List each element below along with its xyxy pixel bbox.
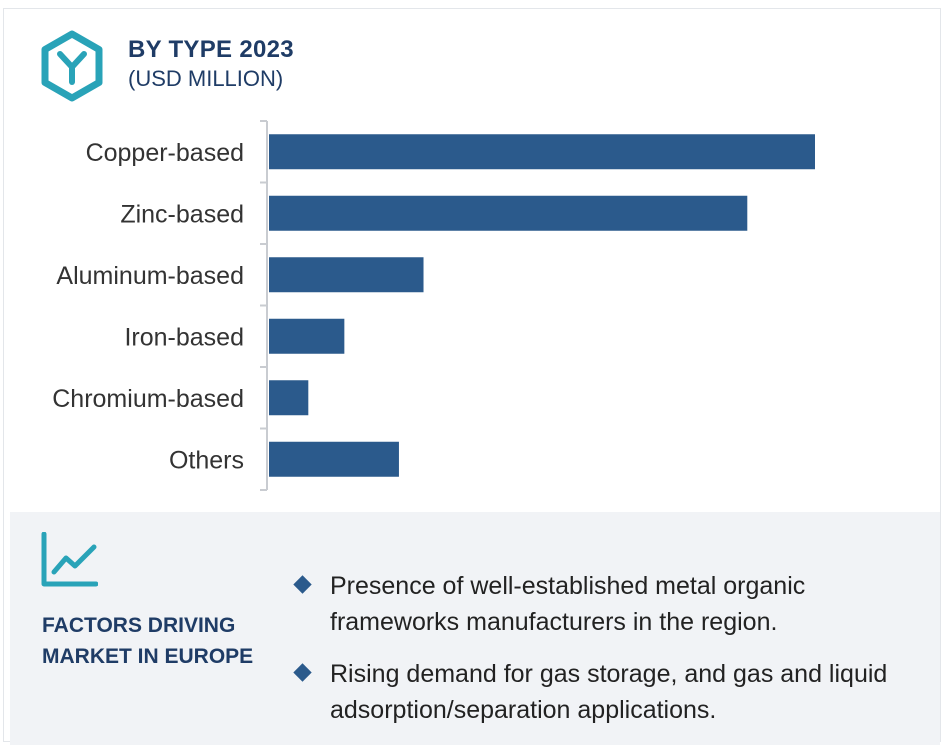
category-label: Zinc-based [120, 200, 244, 228]
category-label: Others [169, 446, 244, 474]
factor-item: Presence of well-established metal organ… [290, 568, 930, 640]
factors-list: Presence of well-established metal organ… [290, 568, 930, 744]
bar-copper-based [269, 134, 815, 170]
bar-aluminum-based [269, 257, 424, 293]
factors-title: FACTORS DRIVING MARKET IN EUROPE [42, 614, 254, 668]
bar-zinc-based [269, 195, 748, 231]
bar-chart-svg: Copper-based Zinc-based Aluminum-based Iron… [52, 120, 815, 491]
category-label: Iron-based [124, 323, 244, 351]
diamond-bullet-icon [293, 663, 312, 682]
factor-item: Rising demand for gas storage, and gas a… [290, 656, 930, 728]
bar-chromium-based [269, 380, 309, 416]
category-label: Aluminum-based [56, 262, 244, 290]
category-label: Copper-based [86, 139, 244, 167]
trend-chart-icon [41, 532, 98, 587]
bar-others [269, 441, 399, 477]
hexagon-y-icon [41, 30, 103, 102]
bar-iron-based [269, 318, 345, 354]
factor-text: Rising demand for gas storage, and gas a… [330, 660, 888, 724]
chart-subtitle: (USD MILLION) [128, 66, 284, 91]
bar-chart: Copper-based Zinc-based Aluminum-based Iron… [0, 115, 946, 500]
category-label: Chromium-based [52, 385, 244, 413]
chart-title: BY TYPE 2023 [128, 36, 294, 63]
factors-panel: FACTORS DRIVING MARKET IN EUROPE Presenc… [10, 512, 940, 745]
factor-text: Presence of well-established metal organ… [330, 572, 806, 636]
diamond-bullet-icon [293, 575, 312, 594]
